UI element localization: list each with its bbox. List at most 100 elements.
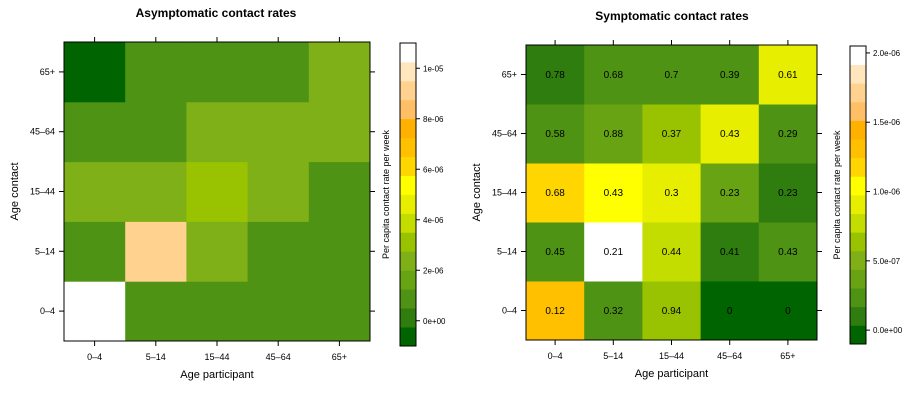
chart2-x-tick-label: 45–64 xyxy=(717,351,742,361)
chart2-cell-label: 0 xyxy=(785,306,791,317)
chart1-cell xyxy=(125,161,187,222)
chart2-cell-label: 0.78 xyxy=(545,70,565,81)
chart1-x-tick-label: 5–14 xyxy=(146,352,166,362)
chart2-cell xyxy=(642,281,702,341)
chart1-y-tick-label: 5–14 xyxy=(35,246,55,256)
chart2-cell-label: 0.61 xyxy=(778,70,798,81)
chart2-cell-label: 0.23 xyxy=(778,188,798,199)
chart2-cell-label: 0 xyxy=(727,306,733,317)
chart2-cell xyxy=(758,45,818,105)
chart2-cell-label: 0.37 xyxy=(662,129,682,140)
chart2-colorbar-segment xyxy=(850,213,866,233)
chart2-cell-label: 0.45 xyxy=(545,247,565,258)
chart1-colorbar-segment xyxy=(400,289,416,309)
chart2-cell-label: 0.23 xyxy=(720,188,740,199)
chart2-cell xyxy=(584,281,643,341)
chart2-colorbar-segment xyxy=(850,176,866,196)
chart2-cell xyxy=(758,104,818,164)
chart1-cell xyxy=(64,101,126,163)
chart2-x-tick-label: 5–14 xyxy=(603,351,623,361)
chart1-colorbar-segment xyxy=(400,43,416,63)
chart1-cell xyxy=(125,281,187,342)
chart2-colorbar-segment xyxy=(850,269,866,289)
chart2-cell-label: 0.7 xyxy=(665,70,679,81)
chart1-colorbar-tick-label: 2e-06 xyxy=(423,266,444,275)
chart2-colorbar-tick-label: 2.0e-06 xyxy=(873,49,901,58)
chart2-cell-label: 0.29 xyxy=(778,129,798,140)
chart1-colorbar-segment xyxy=(400,80,416,101)
chart2-cell xyxy=(526,163,585,223)
chart2-cell-label: 0.41 xyxy=(720,247,740,258)
chart1-colorbar-tick-label: 0e+00 xyxy=(423,317,446,326)
chart2-cell-label: 0.43 xyxy=(720,129,740,140)
chart2-cell xyxy=(700,104,760,164)
chart2-cell-label: 0.43 xyxy=(604,188,624,199)
chart1-colorbar-segment xyxy=(400,213,416,233)
chart2-colorbar-segment xyxy=(850,83,866,103)
chart2-cell-label: 0.39 xyxy=(720,70,740,81)
chart2-x-tick-label: 15–44 xyxy=(659,351,684,361)
chart1-cell xyxy=(308,281,371,342)
chart1-cell xyxy=(125,221,187,282)
chart1-cell xyxy=(64,42,126,103)
chart1-colorbar-tick-label: 8e-06 xyxy=(423,115,444,124)
chart1-y-tick-label: 0–4 xyxy=(40,306,55,316)
chart1-cell xyxy=(186,161,249,222)
chart2-x-tick-label: 0–4 xyxy=(548,351,563,361)
chart1-cell xyxy=(247,42,310,103)
chart2-colorbar-segment xyxy=(850,325,866,345)
chart2-colorbar-tick-label: 1.0e-06 xyxy=(873,188,901,197)
chart2-cell xyxy=(526,281,585,341)
chart1-colorbar-segment xyxy=(400,156,416,176)
chart2-cell-label: 0.68 xyxy=(545,188,565,199)
chart2-cell xyxy=(642,45,702,105)
chart1-colorbar-label: Per capita contact rate per week xyxy=(381,129,391,259)
chart2-cell xyxy=(584,104,643,164)
chart1-cell xyxy=(186,42,249,103)
chart1-x-axis-label: Age participant xyxy=(180,369,253,381)
chart2-cell xyxy=(700,222,760,282)
chart1-y-axis-label: Age contact xyxy=(9,162,21,220)
chart1-cell xyxy=(308,42,371,103)
chart1-y-tick-label: 45–64 xyxy=(30,127,55,137)
chart1-cell xyxy=(64,281,126,342)
chart2-colorbar-tick-label: 5.0e-07 xyxy=(873,257,901,266)
chart1-colorbar-segment xyxy=(400,99,416,120)
chart2-cell xyxy=(642,163,702,223)
chart2-cell xyxy=(584,163,643,223)
chart1-cell xyxy=(186,101,249,163)
chart2-cell-label: 0.21 xyxy=(604,247,624,258)
chart1-colorbar-segment xyxy=(400,137,416,158)
chart2-colorbar-segment xyxy=(850,250,866,270)
chart1-cell xyxy=(308,221,371,282)
chart1-cell xyxy=(186,281,249,342)
chart2-cell-label: 0.58 xyxy=(545,129,565,140)
chart2-y-tick-label: 45–64 xyxy=(492,129,517,139)
chart1-cell xyxy=(247,101,310,163)
chart2-cell xyxy=(758,163,818,223)
chart1-colorbar-segment xyxy=(400,175,416,195)
chart2-colorbar-segment xyxy=(850,157,866,177)
chart2-colorbar-segment xyxy=(850,120,866,140)
chart2-colorbar-segment xyxy=(850,64,866,84)
chart2-x-axis-label: Age participant xyxy=(635,368,708,380)
chart2-cell xyxy=(700,45,760,105)
chart1-title: Asymptomatic contact rates xyxy=(136,6,297,20)
chart2-cell-label: 0.32 xyxy=(604,306,624,317)
chart2-y-tick-label: 0–4 xyxy=(502,306,517,316)
chart1-y-tick-label: 15–44 xyxy=(30,187,55,197)
chart1-cell xyxy=(64,161,126,222)
chart1-colorbar-segment xyxy=(400,194,416,214)
chart2-colorbar-segment xyxy=(850,288,866,308)
chart2-cell xyxy=(642,222,702,282)
chart2-cell xyxy=(584,45,643,105)
chart1-cell xyxy=(247,281,310,342)
chart1-colorbar-segment xyxy=(400,327,416,347)
chart2-y-tick-label: 15–44 xyxy=(492,188,517,198)
chart2-cell xyxy=(642,104,702,164)
chart1-cell xyxy=(125,101,187,163)
chart1-x-tick-label: 15–44 xyxy=(204,352,229,362)
chart2-cell-label: 0.3 xyxy=(665,188,679,199)
chart1-colorbar-frame xyxy=(399,42,417,347)
